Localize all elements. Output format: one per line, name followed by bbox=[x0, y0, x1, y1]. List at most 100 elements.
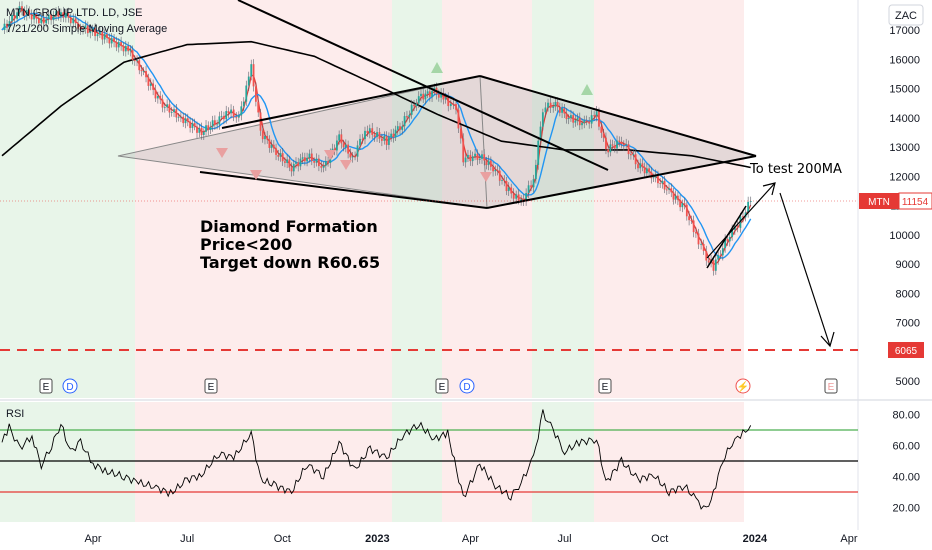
price-candle bbox=[359, 138, 361, 146]
price-candle bbox=[297, 162, 300, 167]
price-candle bbox=[572, 115, 575, 123]
price-candle bbox=[702, 243, 705, 252]
rsi-axis-tick: 20.00 bbox=[892, 503, 920, 515]
price-candle bbox=[515, 194, 518, 199]
price-candle bbox=[275, 148, 277, 155]
price-candle bbox=[547, 102, 549, 108]
price-candle bbox=[385, 136, 388, 145]
price-candle bbox=[136, 60, 138, 62]
price-candle bbox=[731, 229, 734, 238]
price-candle bbox=[590, 115, 593, 124]
price-candle bbox=[286, 159, 289, 163]
price-candle bbox=[707, 260, 710, 263]
price-candle bbox=[605, 137, 607, 150]
price-candle bbox=[82, 28, 84, 31]
price-candle bbox=[378, 132, 381, 139]
price-candle bbox=[554, 101, 557, 107]
price-candle bbox=[424, 93, 427, 100]
event-markers: E D E E D E E ⚡ bbox=[39, 378, 838, 394]
last-price-value: 11154 bbox=[902, 197, 929, 208]
price-candle bbox=[191, 123, 194, 128]
price-candle bbox=[394, 129, 397, 138]
price-candle bbox=[459, 128, 462, 139]
price-candle bbox=[498, 170, 501, 181]
time-axis-tick: Oct bbox=[651, 533, 668, 545]
price-candle bbox=[663, 180, 666, 190]
price-candle bbox=[444, 97, 447, 100]
price-candle bbox=[292, 163, 295, 172]
price-candle bbox=[25, 10, 28, 16]
price-candle bbox=[728, 237, 731, 242]
price-candle bbox=[67, 12, 70, 18]
price-candle bbox=[681, 203, 684, 208]
price-candle bbox=[216, 124, 219, 126]
rsi-zone-down bbox=[442, 402, 532, 522]
price-candle bbox=[593, 115, 596, 117]
price-candle bbox=[60, 12, 62, 17]
price-candle bbox=[366, 130, 369, 134]
price-candle bbox=[371, 128, 374, 135]
price-candle bbox=[349, 153, 352, 158]
svg-text:E: E bbox=[828, 382, 835, 393]
rsi-axis-tick: 40.00 bbox=[892, 472, 920, 484]
dividend-marker: D bbox=[459, 378, 475, 394]
price-candle bbox=[237, 115, 240, 118]
price-candle bbox=[598, 111, 600, 127]
price-axis: 1700016000150001400013000120001100010000… bbox=[889, 25, 920, 388]
price-candle bbox=[410, 104, 413, 115]
price-candle bbox=[613, 145, 616, 149]
price-candle bbox=[609, 144, 612, 153]
price-candle bbox=[525, 192, 528, 202]
price-axis-tick: 10000 bbox=[889, 230, 920, 242]
price-candle bbox=[714, 259, 717, 271]
price-candle bbox=[23, 10, 26, 16]
price-candle bbox=[303, 157, 306, 162]
rsi-line bbox=[1, 409, 752, 510]
time-axis-tick: Oct bbox=[274, 533, 291, 545]
time-axis-tick: Apr bbox=[462, 533, 479, 545]
svg-text:⚡: ⚡ bbox=[737, 380, 749, 393]
price-candle bbox=[505, 180, 508, 192]
rsi-zone-up bbox=[532, 402, 594, 522]
price-candle bbox=[739, 216, 742, 228]
price-candle bbox=[413, 104, 415, 107]
price-candle bbox=[368, 128, 371, 134]
price-candle bbox=[392, 133, 395, 138]
price-candle bbox=[117, 42, 120, 48]
price-candle bbox=[452, 103, 455, 105]
price-candle bbox=[45, 19, 48, 24]
earnings-marker: E bbox=[435, 378, 449, 394]
price-candle bbox=[527, 185, 530, 193]
price-candle bbox=[247, 76, 250, 86]
price-candle bbox=[127, 46, 130, 52]
price-candle bbox=[712, 260, 715, 271]
price-candle bbox=[449, 103, 452, 107]
price-candle bbox=[306, 157, 308, 162]
svg-text:E: E bbox=[208, 382, 215, 393]
sell-signal-icon bbox=[324, 150, 336, 160]
price-candle bbox=[113, 38, 115, 43]
price-candle bbox=[481, 154, 483, 159]
sell-signal-icon bbox=[250, 170, 262, 180]
price-candle bbox=[697, 233, 700, 245]
price-candle bbox=[574, 120, 577, 123]
price-candle bbox=[64, 12, 67, 18]
price-candle bbox=[347, 144, 349, 154]
price-candle bbox=[129, 50, 132, 52]
price-candle bbox=[668, 188, 670, 190]
price-candle bbox=[417, 96, 420, 104]
price-candle bbox=[240, 106, 243, 116]
buy-signal-icon bbox=[581, 84, 593, 95]
price-axis-tick: 14000 bbox=[889, 113, 920, 125]
price-candle bbox=[426, 91, 429, 94]
currency-button[interactable]: ZAC bbox=[888, 4, 924, 26]
price-candle bbox=[437, 94, 440, 98]
price-candle bbox=[726, 238, 729, 242]
trendline-resistance bbox=[221, 75, 481, 129]
price-candle bbox=[356, 145, 359, 157]
price-candle bbox=[552, 106, 555, 108]
price-candle bbox=[501, 180, 503, 181]
price-candle bbox=[72, 18, 75, 24]
price-candle bbox=[110, 38, 113, 44]
price-candle bbox=[685, 204, 688, 217]
